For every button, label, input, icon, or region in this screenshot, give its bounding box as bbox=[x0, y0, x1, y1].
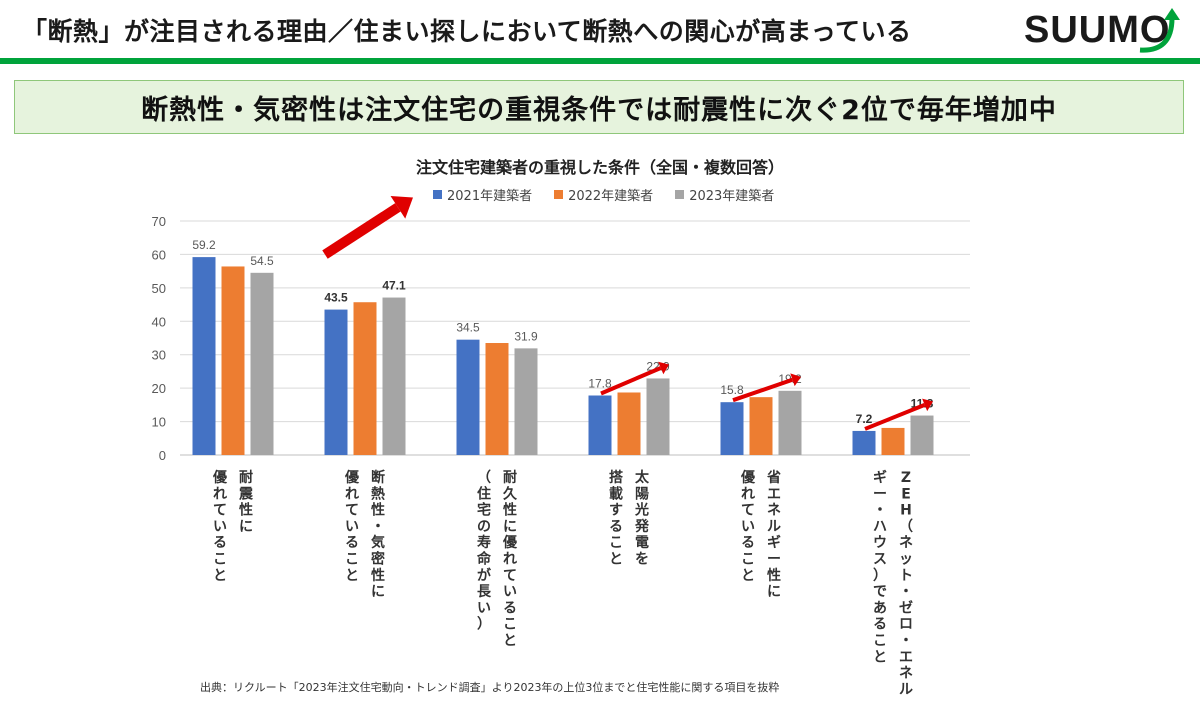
trend-arrow-icon bbox=[864, 403, 926, 431]
x-tick-label: Z E H （ネット・ゼロ・エネル bbox=[899, 470, 913, 698]
data-label: 17.8 bbox=[588, 376, 612, 390]
headline-banner: 断熱性・気密性は注文住宅の重視条件では耐震性に次ぐ2位で毎年増加中 bbox=[14, 80, 1184, 134]
bar bbox=[324, 309, 348, 455]
data-label: 15.8 bbox=[720, 383, 744, 397]
data-label: 31.9 bbox=[514, 329, 538, 343]
logo-arrow-icon bbox=[1139, 17, 1175, 53]
legend-swatch-2023 bbox=[675, 190, 685, 199]
bar bbox=[250, 272, 274, 455]
legend-swatch-2022 bbox=[554, 190, 564, 199]
bar bbox=[514, 348, 538, 455]
header: 「断熱」が注目される理由／住まい探しにおいて断熱への関心が高まっている SUUM… bbox=[0, 0, 1200, 64]
x-tick-label: 太陽光発電を bbox=[634, 469, 650, 568]
legend-item-2023: 2023年建築者 bbox=[675, 185, 774, 204]
trend-arrowhead-icon bbox=[922, 398, 933, 412]
bar bbox=[617, 392, 641, 455]
bar bbox=[382, 297, 406, 455]
logo-text: SUUMO bbox=[1024, 9, 1170, 51]
legend-item-2021: 2021年建築者 bbox=[433, 185, 532, 204]
y-tick-label: 70 bbox=[152, 214, 166, 229]
trend-arrowhead-icon bbox=[790, 373, 801, 387]
y-tick-label: 40 bbox=[152, 314, 166, 329]
y-tick-label: 0 bbox=[159, 448, 166, 463]
trend-arrow-icon bbox=[600, 366, 662, 396]
legend-label-2021: 2021年建築者 bbox=[447, 189, 533, 204]
header-rule bbox=[0, 58, 1200, 64]
legend-label-2023: 2023年建築者 bbox=[689, 189, 775, 204]
bar bbox=[720, 402, 744, 455]
trend-arrow-icon bbox=[732, 377, 794, 403]
data-label: 47.1 bbox=[382, 279, 406, 293]
bar bbox=[778, 390, 802, 455]
bar bbox=[749, 397, 773, 455]
y-tick-label: 50 bbox=[152, 281, 166, 296]
y-tick-label: 60 bbox=[152, 247, 166, 262]
page-title: 「断熱」が注目される理由／住まい探しにおいて断熱への関心が高まっている bbox=[22, 17, 912, 46]
trend-arrowhead-icon bbox=[658, 361, 669, 375]
x-tick-label: 優れていること bbox=[212, 469, 228, 584]
x-tick-label: 搭載すること bbox=[609, 469, 624, 568]
data-label: 34.5 bbox=[456, 321, 480, 335]
x-tick-label: （住宅の寿命が長い） bbox=[476, 470, 492, 633]
data-label: 43.5 bbox=[324, 291, 348, 305]
bar bbox=[588, 395, 612, 455]
headline-text: 断熱性・気密性は注文住宅の重視条件では耐震性に次ぐ2位で毎年増加中 bbox=[141, 94, 1057, 126]
x-tick-label: 省エネルギー性に bbox=[766, 469, 781, 600]
bar bbox=[456, 339, 480, 455]
bar bbox=[485, 343, 509, 455]
bar bbox=[852, 430, 876, 455]
chart-title: 注文住宅建築者の重視した条件（全国・複数回答） bbox=[415, 158, 784, 177]
trend-arrow-icon bbox=[322, 203, 401, 259]
y-tick-label: 20 bbox=[152, 381, 166, 396]
x-tick-label: 耐久性に優れていること bbox=[502, 469, 518, 649]
legend-swatch-2021 bbox=[433, 190, 442, 199]
bar bbox=[881, 427, 905, 455]
x-tick-label: 優れていること bbox=[740, 469, 756, 584]
bar bbox=[646, 378, 670, 455]
suumo-logo[interactable]: SUUMO bbox=[1022, 6, 1182, 56]
x-tick-label: 耐震性に bbox=[238, 469, 254, 535]
x-tick-label: 断熱性・気密性に bbox=[370, 469, 385, 600]
chart-legend: 2021年建築者 2022年建築者 2023年建築者 bbox=[433, 185, 774, 204]
data-label: 54.5 bbox=[250, 254, 274, 268]
bar bbox=[353, 302, 377, 455]
x-tick-label: ギー・ハウス）であること bbox=[873, 469, 887, 665]
x-tick-label: 優れていること bbox=[344, 469, 360, 584]
bar bbox=[192, 257, 216, 455]
bar bbox=[910, 415, 934, 455]
legend-item-2022: 2022年建築者 bbox=[554, 185, 653, 204]
data-label: 59.2 bbox=[192, 238, 216, 252]
legend-label-2022: 2022年建築者 bbox=[568, 189, 654, 204]
y-tick-label: 30 bbox=[152, 348, 166, 363]
logo-arrowhead-icon bbox=[1164, 8, 1180, 20]
y-tick-label: 10 bbox=[152, 415, 166, 430]
bar bbox=[221, 266, 245, 455]
data-label: 7.2 bbox=[856, 412, 873, 426]
source-note: 出典：リクルート「2023年注文住宅動向・トレンド調査」より2023年の上位3位… bbox=[200, 681, 780, 694]
trend-arrowhead-icon bbox=[390, 196, 413, 219]
